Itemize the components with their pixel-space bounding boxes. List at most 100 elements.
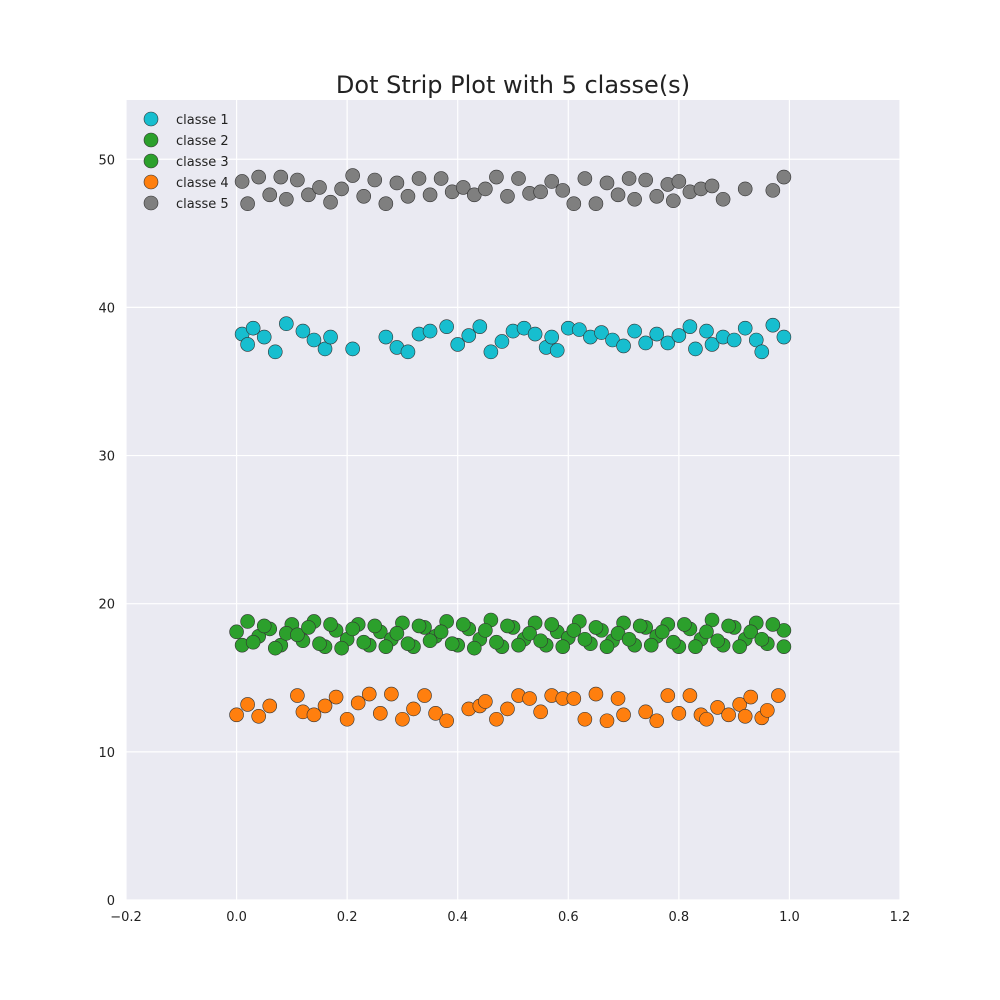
data-point xyxy=(566,196,582,212)
data-point xyxy=(317,698,333,714)
data-point xyxy=(466,640,482,656)
data-point xyxy=(699,624,714,640)
data-point xyxy=(715,191,731,207)
data-point xyxy=(699,711,714,727)
legend-marker xyxy=(143,111,159,127)
data-point xyxy=(367,172,383,188)
series-1 xyxy=(234,316,792,360)
data-point xyxy=(511,637,526,653)
data-point xyxy=(478,694,493,709)
data-point xyxy=(356,634,372,650)
data-point xyxy=(632,618,648,634)
data-point xyxy=(533,184,548,200)
axes: −0.2 0.0 0.2 0.4 0.6 0.8 1.0 1.2 0 10 20 30 40 50 xyxy=(98,153,910,925)
legend-marker xyxy=(143,174,159,190)
data-point xyxy=(588,686,604,702)
data-point xyxy=(544,617,560,632)
data-point xyxy=(710,633,725,649)
data-point xyxy=(500,188,515,204)
data-point xyxy=(533,633,548,649)
data-point xyxy=(627,191,642,207)
data-point xyxy=(240,697,255,712)
data-point xyxy=(765,183,781,198)
data-point xyxy=(395,711,410,727)
data-point xyxy=(654,624,670,640)
data-point xyxy=(704,337,720,352)
data-point xyxy=(638,172,653,188)
data-point xyxy=(461,328,477,343)
data-point xyxy=(544,174,560,189)
data-point xyxy=(328,689,344,705)
data-point xyxy=(389,175,405,191)
data-point xyxy=(384,686,399,702)
data-point xyxy=(356,188,372,204)
data-point xyxy=(251,708,266,724)
data-point xyxy=(771,688,786,703)
data-point xyxy=(533,704,548,720)
data-point xyxy=(721,618,736,634)
data-point xyxy=(345,621,360,637)
data-point xyxy=(677,617,692,632)
data-point xyxy=(599,713,615,729)
data-point xyxy=(544,329,560,345)
data-point xyxy=(450,337,466,352)
data-point xyxy=(588,620,604,635)
data-point xyxy=(776,329,792,345)
data-point xyxy=(616,338,631,354)
data-point xyxy=(688,639,703,654)
legend-label: classe 1 xyxy=(176,113,229,128)
data-point xyxy=(323,329,338,345)
data-point xyxy=(754,631,770,647)
data-point xyxy=(256,618,272,634)
data-point xyxy=(616,707,631,723)
series-5 xyxy=(234,168,792,212)
data-point xyxy=(422,187,438,203)
y-tick-label: 50 xyxy=(98,153,115,168)
data-point xyxy=(345,168,360,183)
data-point xyxy=(229,707,244,723)
data-point xyxy=(494,334,510,349)
data-point xyxy=(367,618,383,634)
data-point xyxy=(649,188,665,204)
y-tick-label: 40 xyxy=(98,301,115,316)
data-point xyxy=(378,329,394,345)
data-points xyxy=(229,168,792,729)
data-point xyxy=(555,639,571,654)
data-point xyxy=(229,624,244,640)
x-tick-label: 1.0 xyxy=(779,910,800,925)
data-point xyxy=(279,191,294,207)
data-point xyxy=(594,325,609,340)
legend-label: classe 4 xyxy=(176,176,229,191)
data-point xyxy=(240,614,255,629)
data-point xyxy=(262,698,278,714)
data-point xyxy=(422,633,438,649)
data-point xyxy=(301,620,316,635)
data-point xyxy=(317,341,333,357)
data-point xyxy=(472,319,488,334)
data-point xyxy=(549,343,565,358)
data-point xyxy=(776,169,792,185)
data-point xyxy=(334,181,349,197)
data-point xyxy=(754,344,770,360)
data-point xyxy=(312,180,327,195)
data-point xyxy=(743,624,759,640)
legend: classe 1 classe 2 classe 3 classe 4 classe 5 xyxy=(143,111,229,212)
x-tick-label: 0.4 xyxy=(447,910,468,925)
data-point xyxy=(765,617,781,632)
data-point xyxy=(323,617,338,632)
data-point xyxy=(433,171,449,186)
x-tick-label: 0.6 xyxy=(558,910,579,925)
data-point xyxy=(610,691,626,706)
data-point xyxy=(489,169,504,185)
data-point xyxy=(339,711,355,727)
data-point xyxy=(411,618,427,634)
data-point xyxy=(721,707,736,723)
data-point xyxy=(400,636,416,652)
data-point xyxy=(489,634,504,650)
x-tick-label: 0.0 xyxy=(226,910,247,925)
data-point xyxy=(245,634,261,650)
data-point xyxy=(267,344,283,360)
data-point xyxy=(522,691,537,706)
data-point xyxy=(776,639,792,654)
